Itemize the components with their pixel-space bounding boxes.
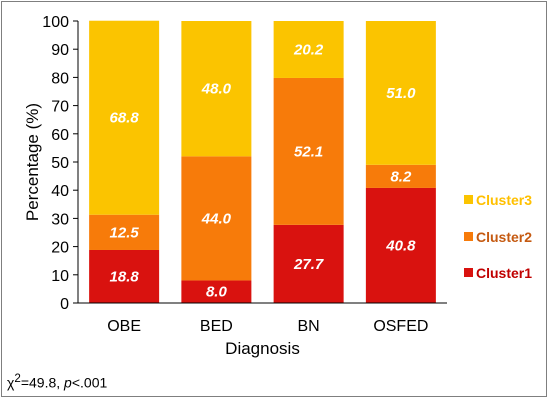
data-label: 18.8 — [110, 268, 140, 285]
y-tick-label: 90 — [51, 42, 69, 59]
bar-segment-cluster3-bn — [273, 21, 344, 78]
data-label: 52.1 — [294, 143, 323, 160]
y-tick-label: 30 — [51, 211, 69, 228]
chi-symbol: χ — [7, 374, 15, 391]
data-label: 44.0 — [201, 210, 232, 227]
y-tick-label: 80 — [51, 70, 69, 87]
bar-segment-cluster1-obe — [89, 249, 160, 303]
x-tick-label: BED — [200, 318, 233, 335]
legend-label-cluster1: Cluster1 — [476, 265, 532, 281]
y-axis-title: Percentage (%) — [23, 103, 42, 221]
chi-value: =49.8, — [20, 374, 65, 391]
data-label: 20.2 — [293, 41, 324, 58]
x-axis-title: Diagnosis — [225, 339, 300, 358]
y-tick-label: 0 — [60, 296, 69, 313]
y-tick-label: 60 — [51, 127, 69, 144]
bar-segment-cluster2-osfed — [365, 164, 436, 188]
y-tick-label: 10 — [51, 268, 69, 285]
bar-segment-cluster3-bed — [181, 21, 252, 157]
legend-swatch-cluster2 — [464, 232, 473, 241]
bar-segment-cluster1-bed — [181, 280, 252, 303]
statistics-footnote: χ2=49.8, p<.001 — [7, 372, 107, 391]
bar-segment-cluster3-osfed — [365, 21, 436, 165]
x-tick-label: OBE — [107, 318, 141, 335]
y-tick-label: 70 — [51, 99, 69, 116]
data-label: 8.0 — [206, 284, 228, 301]
chi-exponent: 2 — [14, 372, 21, 385]
y-tick-label: 40 — [51, 183, 69, 200]
bar-segment-cluster2-bn — [273, 77, 344, 225]
data-label: 40.8 — [385, 237, 416, 254]
data-label: 27.7 — [293, 256, 324, 273]
y-tick-label: 20 — [51, 240, 69, 257]
y-tick-label: 50 — [51, 155, 69, 172]
p-symbol: p — [64, 374, 72, 391]
data-label: 51.0 — [386, 85, 416, 102]
bar-segment-cluster2-bed — [181, 156, 252, 281]
data-label: 12.5 — [110, 224, 140, 241]
p-value: <.001 — [71, 374, 108, 391]
data-label: 68.8 — [110, 110, 140, 127]
legend-swatch-cluster1 — [464, 268, 473, 277]
x-tick-label: BN — [298, 318, 320, 335]
data-label: 8.2 — [390, 168, 412, 185]
legend-label-cluster3: Cluster3 — [476, 192, 532, 208]
legend-label-cluster2: Cluster2 — [476, 229, 532, 245]
bar-segment-cluster2-obe — [89, 214, 160, 250]
bar-segment-cluster1-bn — [273, 224, 344, 303]
x-tick-label: OSFED — [373, 318, 428, 335]
bar-segment-cluster1-osfed — [365, 187, 436, 303]
bar-segment-cluster3-obe — [89, 20, 160, 215]
legend-swatch-cluster3 — [464, 195, 473, 204]
data-label: 48.0 — [201, 81, 232, 98]
y-tick-label: 100 — [42, 14, 69, 31]
